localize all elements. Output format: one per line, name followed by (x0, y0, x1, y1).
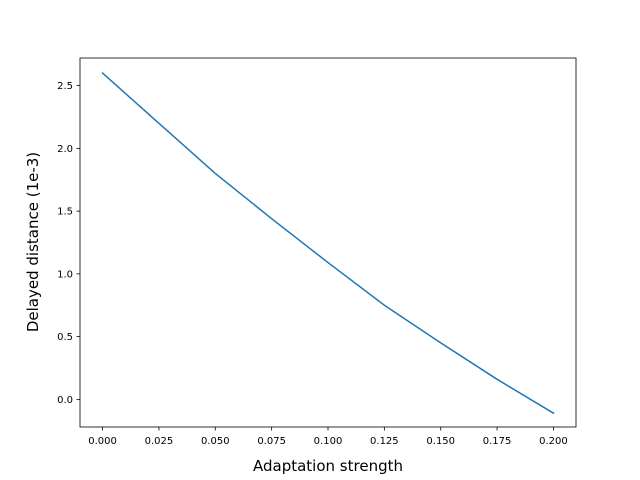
y-tick-label: 2.0 (57, 144, 73, 155)
y-tick-label: 0.0 (57, 395, 73, 406)
x-tick-label: 0.125 (370, 436, 399, 447)
y-axis-label: Delayed distance (1e-3) (24, 152, 42, 332)
plot-background (80, 58, 576, 427)
y-tick-label: 2.5 (57, 81, 73, 92)
y-axis-ticks: 0.0 0.5 1.0 1.5 2.0 2.5 (57, 81, 80, 406)
x-tick-label: 0.200 (539, 436, 568, 447)
x-tick-label: 0.150 (426, 436, 455, 447)
x-tick-label: 0.100 (314, 436, 343, 447)
x-axis-ticks: 0.000 0.025 0.050 0.075 0.100 0.125 0.150 0.175… (88, 427, 568, 447)
x-tick-label: 0.025 (145, 436, 174, 447)
x-tick-label: 0.075 (257, 436, 286, 447)
x-tick-label: 0.050 (201, 436, 230, 447)
x-tick-label: 0.000 (88, 436, 117, 447)
plot-frame (79, 57, 577, 428)
y-tick-label: 0.5 (57, 332, 73, 343)
series-layer (101, 72, 555, 415)
x-tick-label: 0.175 (483, 436, 512, 447)
y-tick-label: 1.0 (57, 269, 73, 280)
series-line (101, 72, 555, 415)
y-tick-label: 1.5 (57, 207, 73, 218)
x-axis-label: Adaptation strength (253, 457, 403, 475)
